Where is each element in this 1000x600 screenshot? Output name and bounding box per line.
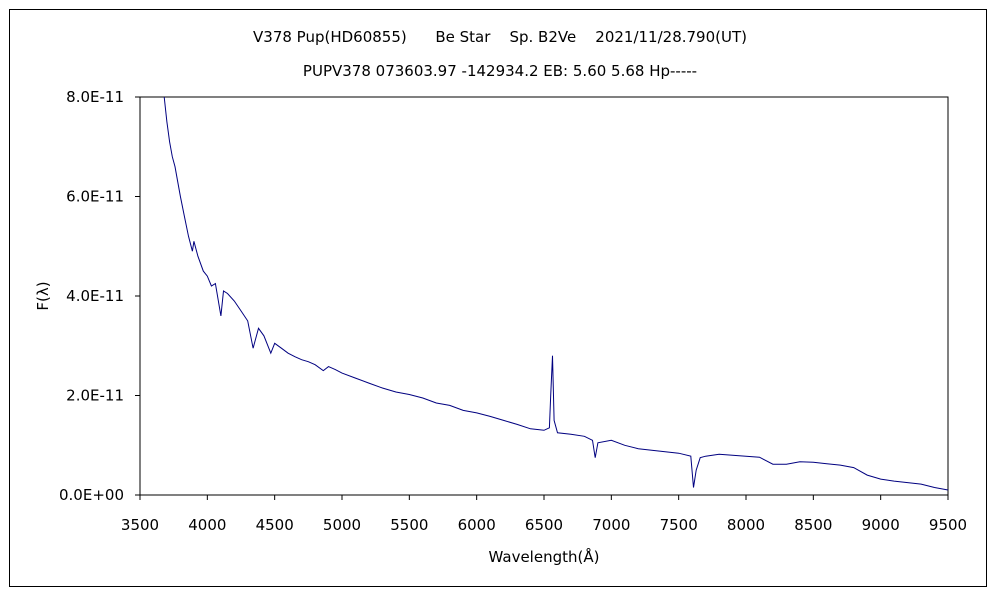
x-tick-label: 7000 [592,516,630,534]
plot-area [139,96,949,496]
chart-subtitle: PUPV378 073603.97 -142934.2 EB: 5.60 5.6… [302,62,698,80]
x-tick-label: 3500 [121,516,159,534]
x-tick-label: 4500 [256,516,294,534]
x-tick-label: 5500 [390,516,428,534]
x-tick-label: 5000 [323,516,361,534]
x-tick-label: 6000 [458,516,496,534]
x-tick-label: 7500 [660,516,698,534]
y-tick-label: 8.0E-11 [66,88,124,106]
y-tick-label: 0.0E+00 [59,486,124,504]
chart-title: V378 Pup(HD60855) Be Star Sp. B2Ve 2021/… [253,28,747,46]
x-tick-label: 6500 [525,516,563,534]
x-tick-label: 9500 [929,516,967,534]
x-tick-label: 9000 [862,516,900,534]
x-tick-label: 8500 [794,516,832,534]
y-tick-label: 2.0E-11 [66,387,124,405]
y-tick-label: 4.0E-11 [66,287,124,305]
spectrum-line [163,96,949,491]
x-tick-label: 4000 [188,516,226,534]
y-tick-label: 6.0E-11 [66,188,124,206]
y-axis-label: F(λ) [34,281,52,310]
y-axis: 0.0E+00 2.0E-11 4.0E-11 6.0E-11 8.0E-11 [59,88,140,504]
x-tick-label: 8000 [727,516,765,534]
x-axis: 3500 4000 4500 5000 5500 6000 6500 7000 7500 8000… [121,495,967,534]
x-axis-label: Wavelength(Å) [489,547,600,566]
